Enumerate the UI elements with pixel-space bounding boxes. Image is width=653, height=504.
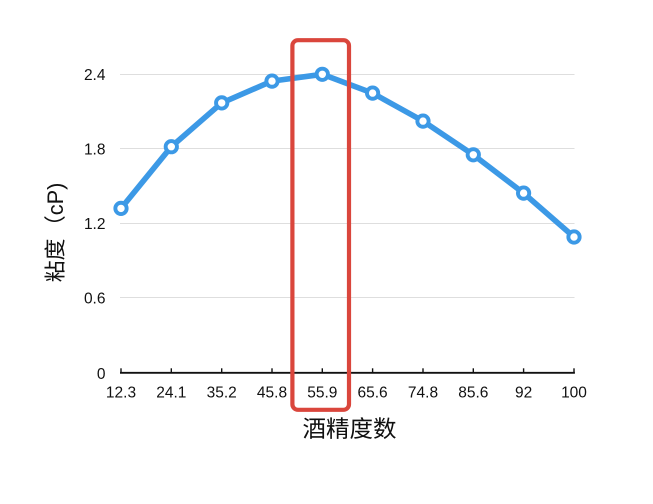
svg-text:1.8: 1.8 — [84, 142, 106, 159]
svg-text:0: 0 — [97, 366, 106, 383]
svg-text:1.2: 1.2 — [84, 216, 106, 233]
svg-text:12.3: 12.3 — [106, 384, 136, 401]
svg-text:cP): cP) — [43, 183, 68, 216]
svg-text:35.2: 35.2 — [207, 384, 237, 401]
svg-text:45.8: 45.8 — [257, 384, 287, 401]
svg-text:100: 100 — [561, 384, 587, 401]
svg-text:65.6: 65.6 — [358, 384, 388, 401]
svg-text:2.4: 2.4 — [84, 67, 106, 84]
svg-text:24.1: 24.1 — [156, 384, 186, 401]
svg-text:55.9: 55.9 — [307, 384, 337, 401]
svg-text:74.8: 74.8 — [408, 384, 438, 401]
svg-text:85.6: 85.6 — [458, 384, 488, 401]
svg-text:92: 92 — [515, 384, 532, 401]
svg-text:0.6: 0.6 — [84, 291, 106, 308]
